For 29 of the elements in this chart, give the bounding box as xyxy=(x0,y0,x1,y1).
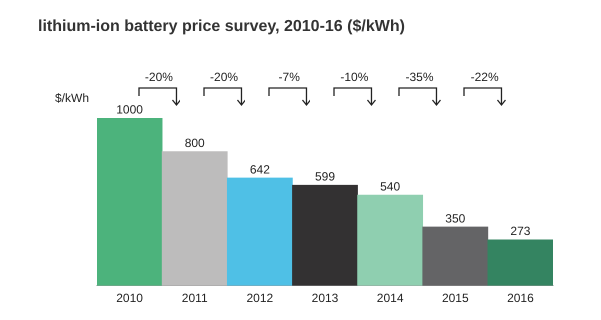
bar xyxy=(162,151,228,286)
data-label: 1000 xyxy=(116,102,144,116)
text: -35% xyxy=(405,70,434,84)
bar xyxy=(292,184,358,286)
x-tick-label: 2011 xyxy=(182,291,208,306)
x-tick-label: 2010 xyxy=(116,291,144,306)
chart-title: lithium-ion battery price survey, 2010-16 ($/kWh) xyxy=(38,18,405,36)
text: -10% xyxy=(340,70,368,84)
data-label: 642 xyxy=(250,162,270,176)
bar xyxy=(422,226,488,286)
data-label: 540 xyxy=(380,179,400,194)
data-label: 350 xyxy=(445,211,466,226)
text: -20% xyxy=(144,70,173,84)
x-tick-label: 2013 xyxy=(312,291,339,306)
x-tick-label: 2015 xyxy=(442,291,469,306)
data-label: 273 xyxy=(510,224,531,238)
x-tick-label: 2012 xyxy=(246,291,274,306)
bar xyxy=(97,118,162,286)
x-tick-label: 2014 xyxy=(376,291,404,306)
data-label: 599 xyxy=(314,170,336,184)
bar xyxy=(488,240,553,286)
text: -22% xyxy=(470,70,499,84)
y-axis-title: $/kWh xyxy=(55,91,90,105)
text: -20% xyxy=(210,70,238,84)
x-tick-label: 2016 xyxy=(507,291,534,306)
data-label: 800 xyxy=(184,136,206,150)
text: -7% xyxy=(278,70,300,84)
bar xyxy=(226,178,293,286)
bar xyxy=(357,194,424,286)
